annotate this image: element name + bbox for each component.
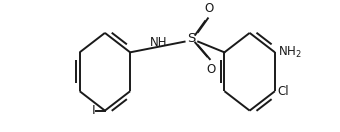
Text: S: S <box>187 32 195 45</box>
Text: NH$_2$: NH$_2$ <box>278 45 302 60</box>
Text: I: I <box>91 104 95 117</box>
Text: Cl: Cl <box>278 85 289 98</box>
Text: O: O <box>204 2 214 15</box>
Text: NH: NH <box>150 36 168 49</box>
Text: O: O <box>206 63 216 76</box>
